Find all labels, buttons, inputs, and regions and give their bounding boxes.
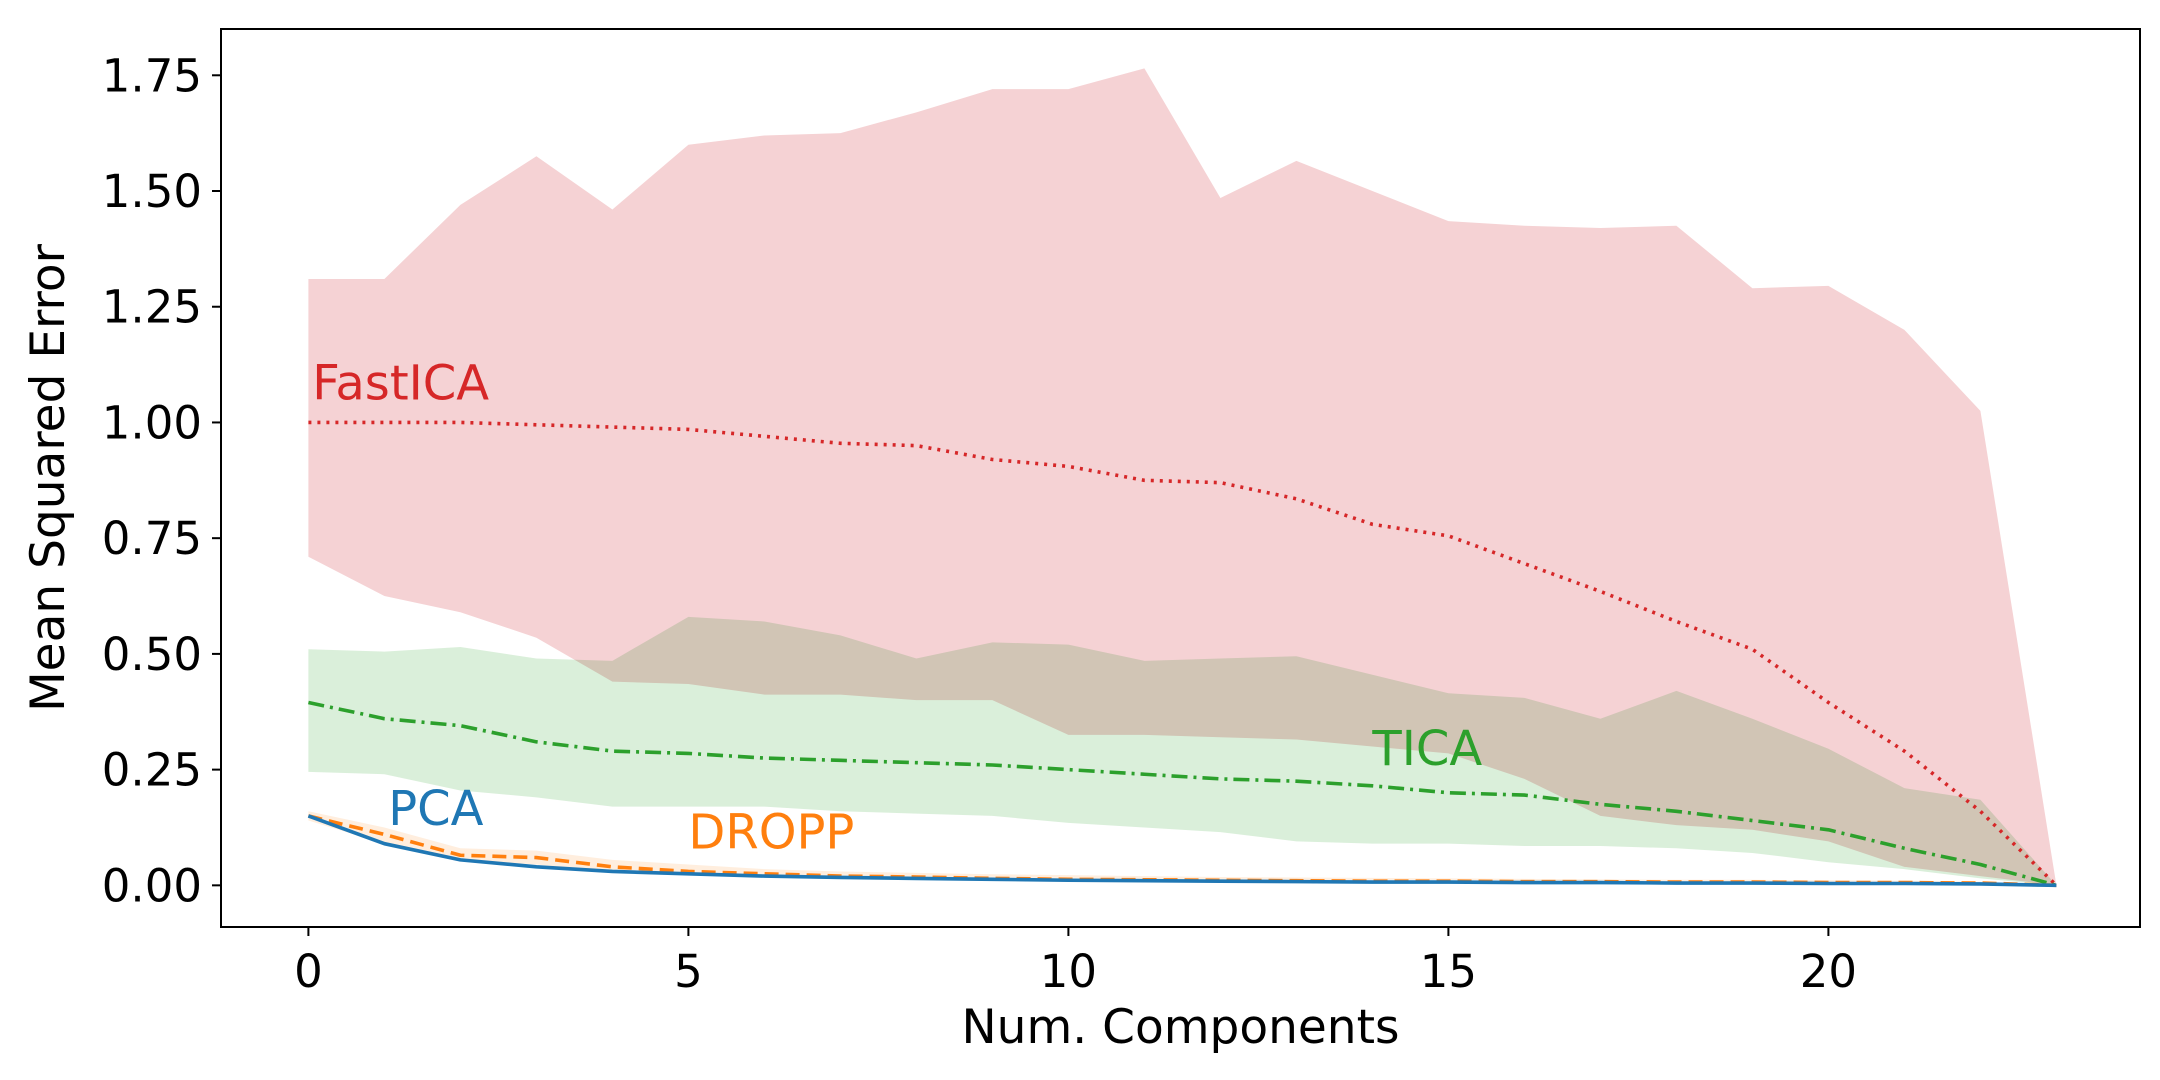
y-tick-label: 1.25 [102,281,202,334]
series-annotations: FastICA TICA PCA DROPP [312,355,1482,860]
series-lines [307,420,2058,888]
confidence-bands [308,68,2057,886]
pca-annotation: PCA [388,781,483,837]
tica-band [308,616,2057,886]
x-tick-label: 15 [1420,945,1477,998]
tica-line [308,700,2057,888]
y-axis-ticks: 0.00 0.25 0.50 0.75 1.00 1.25 1.50 1.75 [102,49,221,912]
tica-annotation: TICA [1371,721,1482,777]
x-tick-label: 5 [674,945,703,998]
x-tick-label: 0 [294,945,323,998]
pca-line [307,814,2057,888]
y-axis-label: Mean Squared Error [21,243,76,711]
dropp-annotation: DROPP [688,804,854,860]
y-tick-label: 0.00 [102,859,202,912]
x-tick-label: 20 [1800,945,1857,998]
x-axis-ticks: 0 5 10 15 20 [294,927,1857,998]
y-tick-label: 0.25 [102,744,202,797]
y-tick-label: 1.00 [102,396,202,449]
y-tick-label: 0.50 [102,628,202,681]
x-tick-label: 10 [1040,945,1097,998]
y-tick-label: 1.75 [102,49,202,102]
x-axis-label: Num. Components [962,1000,1400,1055]
y-tick-label: 1.50 [102,165,202,218]
y-tick-label: 0.75 [102,512,202,565]
fastica-annotation: FastICA [312,355,489,411]
plot-frame [220,28,2141,928]
